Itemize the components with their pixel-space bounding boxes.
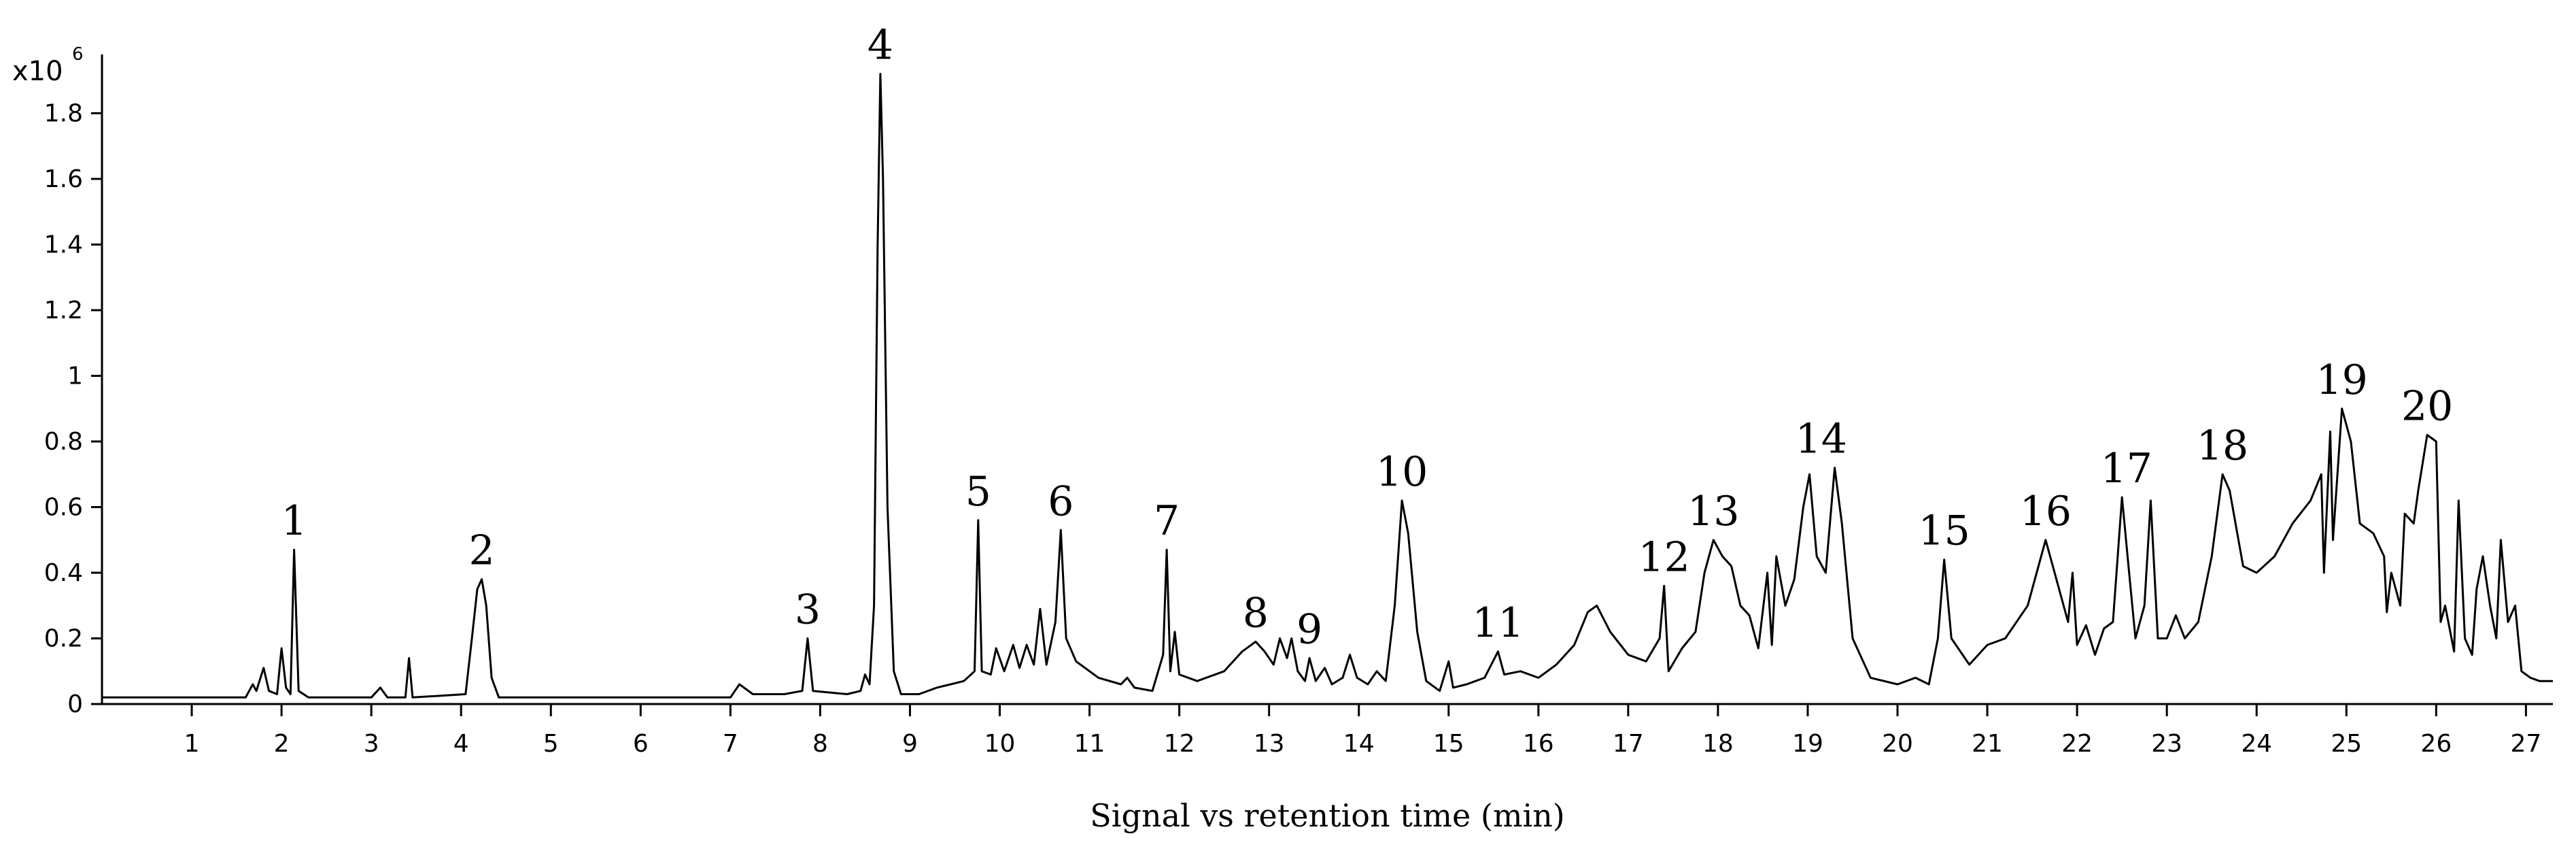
x-tick-label: 6 [633, 730, 649, 758]
peak-label-20: 20 [2401, 382, 2453, 430]
peak-label-12: 12 [1638, 533, 1690, 581]
y-tick-label: 1.2 [44, 297, 83, 324]
x-tick-label: 17 [1613, 730, 1644, 758]
y-tick-label: 1.6 [44, 165, 83, 193]
x-tick-label: 24 [2241, 730, 2272, 758]
x-tick-label: 22 [2061, 730, 2093, 758]
peak-label-5: 5 [965, 468, 991, 516]
x-tick-label: 7 [723, 730, 738, 758]
peak-label-6: 6 [1048, 478, 1074, 525]
x-tick-label: 21 [1972, 730, 2003, 758]
y-tick-label: 1.8 [44, 100, 83, 128]
x-axis-title: Signal vs retention time (min) [1090, 797, 1564, 834]
x-tick-label: 23 [2151, 730, 2182, 758]
y-tick-label: 1.4 [44, 231, 83, 259]
x-tick-label: 19 [1792, 730, 1823, 758]
peak-label-19: 19 [2316, 356, 2367, 404]
signal-line [102, 73, 2553, 699]
x-tick-label: 3 [364, 730, 379, 758]
peak-label-18: 18 [2197, 422, 2248, 469]
x-tick-label: 18 [1702, 730, 1734, 758]
y-tick-label: 0.2 [44, 625, 83, 653]
peak-label-7: 7 [1154, 497, 1180, 545]
x-tick-label: 1 [184, 730, 200, 758]
y-scale-label: x10 6 [12, 44, 84, 87]
x-tick-label: 26 [2420, 730, 2452, 758]
x-tick-label: 4 [453, 730, 469, 758]
peak-label-16: 16 [2020, 488, 2072, 535]
peak-label-10: 10 [1376, 448, 1428, 496]
x-tick-label: 15 [1433, 730, 1464, 758]
peak-label-13: 13 [1687, 488, 1739, 535]
y-scale-exponent: 6 [72, 44, 84, 65]
y-scale-base: x10 [12, 56, 63, 87]
peak-label-9: 9 [1296, 605, 1322, 653]
peak-label-15: 15 [1919, 507, 1970, 555]
y-tick-label: 1 [67, 363, 83, 390]
peak-label-4: 4 [868, 22, 893, 69]
x-axis-ticks: 1 2 3 4 5 6 7 8 9 10 11 12 13 14 15 16 17 18 19 20 21 22 23 24 2… [184, 704, 2541, 758]
x-tick-label: 14 [1343, 730, 1375, 758]
y-axis-ticks: 0 0.2 0.4 0.6 0.8 1 1.2 1.4 1.6 1.8 [44, 100, 102, 718]
x-tick-label: 10 [984, 730, 1016, 758]
peak-label-14: 14 [1796, 416, 1847, 463]
peak-label-1: 1 [281, 497, 307, 545]
x-tick-label: 11 [1074, 730, 1105, 758]
y-tick-label: 0.6 [44, 494, 83, 522]
x-tick-label: 16 [1523, 730, 1554, 758]
x-tick-label: 2 [274, 730, 290, 758]
peak-label-11: 11 [1472, 599, 1524, 647]
x-tick-label: 27 [2510, 730, 2541, 758]
y-tick-label: 0 [67, 690, 83, 718]
peak-label-2: 2 [468, 527, 494, 575]
peak-label-3: 3 [795, 586, 821, 634]
peak-label-8: 8 [1243, 589, 1269, 637]
peak-label-17: 17 [2101, 445, 2152, 492]
x-tick-label: 12 [1164, 730, 1195, 758]
x-tick-label: 5 [543, 730, 559, 758]
y-tick-label: 0.8 [44, 428, 83, 456]
y-tick-label: 0.4 [44, 559, 83, 587]
x-tick-label: 13 [1254, 730, 1285, 758]
x-tick-label: 25 [2331, 730, 2362, 758]
x-tick-label: 8 [812, 730, 828, 758]
x-tick-label: 9 [902, 730, 918, 758]
x-tick-label: 20 [1882, 730, 1913, 758]
